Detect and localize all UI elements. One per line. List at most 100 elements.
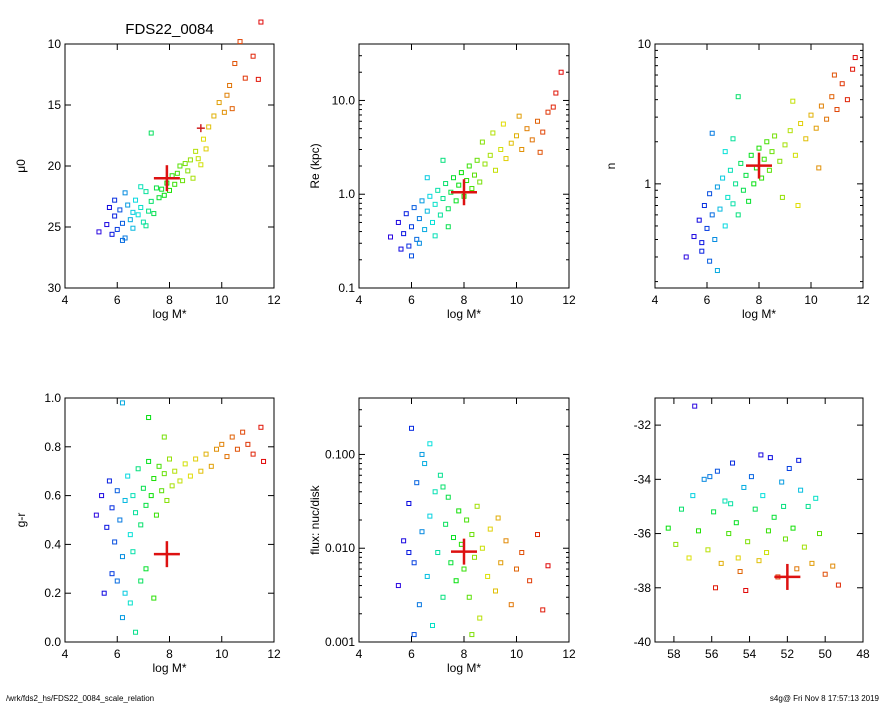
data-point: [151, 211, 157, 217]
data-point: [726, 531, 732, 537]
x-tick-label: 10: [215, 647, 229, 661]
data-point: [432, 201, 438, 207]
data-point: [435, 550, 441, 556]
x-tick-label: 48: [856, 647, 870, 661]
data-point: [751, 181, 757, 187]
data-point: [725, 194, 731, 200]
y-tick-label: 10: [638, 37, 652, 51]
data-point: [245, 441, 251, 447]
data-point: [839, 81, 845, 87]
data-point: [516, 113, 522, 119]
data-point: [182, 161, 188, 167]
data-point: [767, 455, 773, 461]
data-point: [514, 566, 519, 572]
data-point: [813, 125, 819, 131]
data-point: [707, 191, 713, 197]
data-point: [416, 240, 422, 246]
data-point: [524, 126, 530, 132]
data-point: [122, 190, 128, 196]
data-point: [451, 175, 456, 181]
data-point: [699, 240, 705, 246]
x-tick-label: 52: [781, 647, 795, 661]
data-point: [743, 172, 749, 178]
data-point: [190, 175, 196, 181]
y-tick-label: 10: [48, 37, 62, 51]
data-point: [122, 497, 128, 503]
data-point: [401, 231, 407, 237]
data-point: [138, 578, 144, 584]
data-point: [216, 100, 222, 106]
data-point: [829, 94, 835, 100]
data-point: [122, 590, 128, 596]
x-axis-label: log M*: [742, 307, 776, 321]
data-point: [416, 602, 422, 608]
data-point: [691, 234, 697, 240]
data-point: [258, 19, 264, 25]
y-tick-label: 0.4: [44, 537, 61, 551]
data-point: [161, 471, 167, 477]
data-point: [735, 94, 741, 100]
data-point: [411, 560, 417, 566]
data-point: [503, 538, 509, 544]
x-tick-label: 8: [756, 293, 763, 307]
data-point: [401, 538, 407, 544]
data-point: [409, 425, 414, 431]
data-point: [508, 602, 514, 608]
data-point: [529, 137, 535, 143]
data-point: [148, 130, 154, 136]
data-point: [730, 201, 736, 207]
data-point: [705, 547, 711, 553]
data-point: [424, 175, 430, 181]
data-point: [151, 595, 157, 601]
data-point: [766, 167, 772, 173]
data-point: [117, 207, 123, 213]
data-point: [535, 118, 540, 124]
data-point: [130, 209, 136, 215]
x-tick-label: 12: [267, 647, 281, 661]
data-point: [745, 539, 751, 545]
data-point: [817, 531, 823, 537]
data-point: [130, 549, 136, 555]
x-tick-label: 10: [510, 647, 524, 661]
data-point: [414, 480, 420, 486]
data-point: [409, 253, 414, 259]
y-axis-label: n: [604, 163, 618, 170]
data-point: [153, 512, 159, 518]
data-point: [448, 560, 454, 566]
data-point: [748, 152, 754, 158]
data-point: [733, 181, 739, 187]
x-tick-label: 4: [62, 647, 69, 661]
data-point: [735, 555, 741, 561]
data-point: [508, 140, 514, 146]
x-axis-label: log M*: [447, 307, 481, 321]
data-point: [758, 452, 764, 458]
panel-6: 58 56 54 52 50 48 -40 -38 -36 -34 -32: [634, 397, 870, 661]
data-point: [743, 587, 749, 593]
data-point: [112, 197, 118, 203]
data-point: [146, 458, 152, 464]
data-point: [430, 622, 435, 628]
data-point: [211, 113, 217, 119]
data-point: [485, 573, 491, 579]
data-point: [479, 139, 485, 145]
data-point: [133, 629, 139, 635]
y-tick-label: 0.1: [338, 281, 355, 295]
x-tick-label: 10: [215, 293, 229, 307]
data-point: [153, 185, 159, 191]
data-point: [143, 189, 149, 195]
data-point: [214, 446, 220, 452]
data-point: [498, 146, 504, 152]
data-point: [727, 167, 733, 173]
data-point: [419, 451, 425, 457]
data-point: [835, 582, 841, 588]
data-point: [440, 196, 446, 202]
y-axis-label: μ0: [14, 159, 28, 173]
data-point: [709, 212, 715, 218]
data-point: [728, 501, 734, 507]
data-point: [730, 136, 736, 142]
data-point: [261, 458, 267, 464]
data-point: [195, 156, 201, 162]
data-point: [229, 434, 235, 440]
data-point: [177, 478, 183, 484]
